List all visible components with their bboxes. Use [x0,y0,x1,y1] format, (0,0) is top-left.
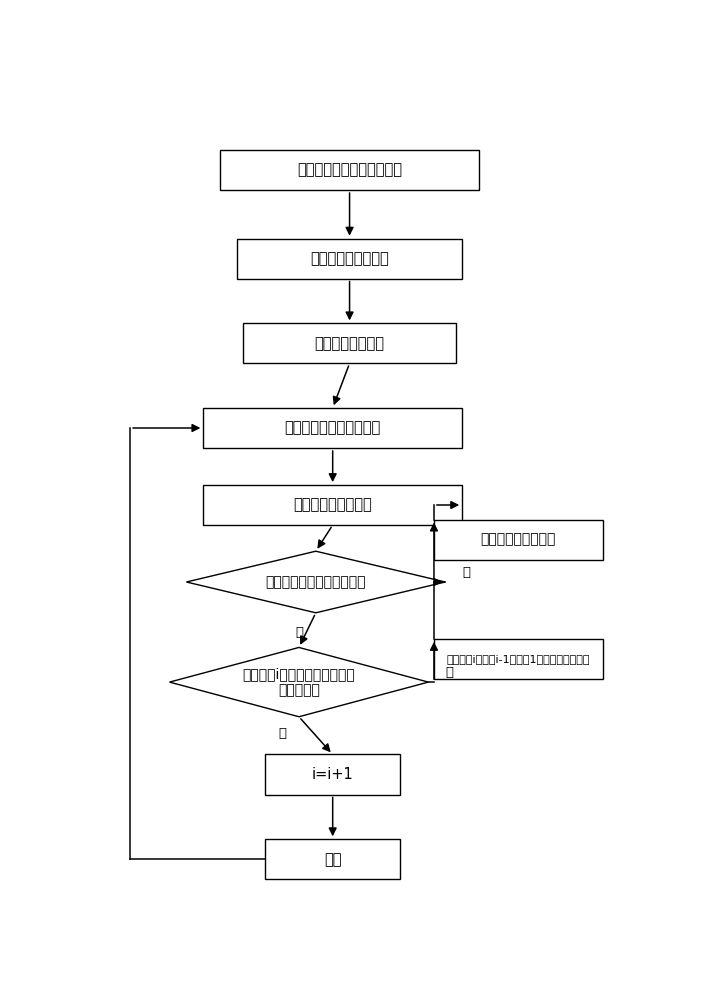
Bar [220,150,479,190]
Text: 是: 是 [278,727,286,740]
Bar [242,323,457,363]
Bar [434,639,603,679]
Text: 否: 否 [445,666,453,679]
Polygon shape [187,551,445,613]
Bar [237,239,462,279]
Text: 是: 是 [295,626,303,639]
Text: 以弱层为界限分阶段: 以弱层为界限分阶段 [310,251,389,266]
Bar [265,754,400,795]
Text: 否: 否 [462,566,470,579]
Text: 调整阶段i与阶段i-1之间第1个台阶的平盘宽度: 调整阶段i与阶段i-1之间第1个台阶的平盘宽度 [446,654,590,664]
Text: 判断弱层i以上整体稳定系数是
否满足要求: 判断弱层i以上整体稳定系数是 否满足要求 [242,667,355,697]
Text: 计算阶段的稳定系数: 计算阶段的稳定系数 [293,497,372,512]
Bar [434,520,603,560]
Text: 结束: 结束 [324,852,341,867]
Text: 获取边坡台阶高度和坡面角: 获取边坡台阶高度和坡面角 [297,163,402,178]
Text: i=i+1: i=i+1 [311,767,354,782]
Bar [203,408,462,448]
Text: 调整阶段的平盘宽度: 调整阶段的平盘宽度 [481,533,556,547]
Text: 初步确定阶段的平盘宽度: 初步确定阶段的平盘宽度 [285,420,381,436]
Bar [265,839,400,879]
Polygon shape [169,647,428,717]
Text: 确定安全储备系数: 确定安全储备系数 [314,336,385,351]
Bar [203,485,462,525]
Text: 判断稳定系数是否满足要求: 判断稳定系数是否满足要求 [266,575,366,589]
